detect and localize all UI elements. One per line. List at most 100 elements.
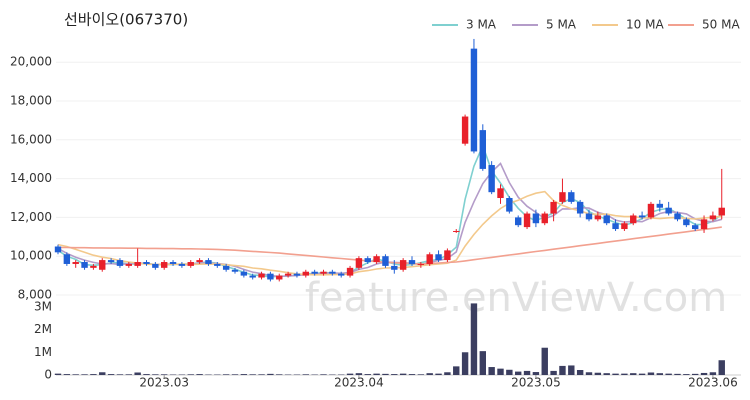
candle-body [488, 165, 495, 193]
candle-body [143, 262, 150, 264]
volume-bar [125, 374, 132, 375]
y-tick-label: 8,000 [18, 288, 52, 302]
candle-body [107, 260, 115, 263]
candle-body [311, 271, 318, 274]
volume-bar [231, 374, 239, 375]
y-tick-label: 0 [44, 368, 52, 382]
volume-bar [665, 373, 672, 375]
candle-body [382, 256, 389, 266]
candle-body [116, 260, 124, 266]
candle-body [364, 258, 371, 263]
candle-body [692, 225, 699, 230]
volume-bar [222, 374, 230, 375]
x-tick-label: 2023.03 [139, 376, 189, 390]
y-tick-label: 18,000 [10, 94, 52, 108]
y-tick-label: 10,000 [10, 249, 52, 263]
candle-body [355, 258, 363, 268]
volume-bar [674, 373, 681, 375]
candle-body [594, 215, 602, 220]
candle-body [90, 265, 97, 268]
candle-body [302, 271, 309, 276]
candle-body [373, 256, 380, 263]
candle-body [700, 219, 708, 230]
candle-body [169, 262, 177, 264]
candle-body [550, 201, 557, 214]
y-tick-label: 12,000 [10, 210, 52, 224]
volume-bar [683, 374, 690, 375]
volume-bar [258, 374, 265, 375]
volume-bar [116, 374, 124, 375]
volume-bar [196, 374, 203, 375]
candle-body [152, 263, 159, 268]
y-tick-label: 20,000 [10, 55, 52, 69]
volume-bar [621, 373, 628, 375]
volume-bar [506, 369, 513, 375]
watermark: feature.enViewV.com [305, 275, 727, 321]
volume-bar [152, 374, 159, 375]
candle-body [426, 254, 433, 264]
candle-body [479, 130, 486, 169]
volume-bar [647, 372, 655, 375]
volume-bar [107, 374, 115, 375]
candle-body [284, 273, 292, 276]
candle-body [134, 262, 141, 266]
x-tick-label: 2023.06 [688, 376, 738, 390]
volume-bar [470, 303, 478, 375]
candle-body [125, 263, 132, 266]
volume-bar [709, 372, 717, 375]
volume-bar [435, 373, 442, 375]
volume-bar [90, 374, 97, 375]
volume-bar [479, 351, 486, 375]
y-tick-label: 1M [34, 345, 52, 359]
volume-bar [72, 374, 79, 375]
candle-body [630, 215, 637, 224]
candle-body [222, 265, 230, 270]
candle-body [329, 271, 336, 274]
candle-body [240, 271, 248, 276]
candle-body [444, 250, 451, 261]
candle-body [231, 269, 239, 272]
candle-body [267, 273, 274, 280]
volume-bar [444, 372, 451, 375]
candle-body [435, 254, 442, 261]
candle-body [453, 230, 460, 232]
candle-body [674, 213, 681, 220]
candle-body [683, 219, 690, 226]
y-tick-label: 14,000 [10, 171, 52, 185]
volume-bar [550, 370, 557, 375]
volume-bar [63, 374, 71, 375]
candle-body [515, 217, 522, 226]
ma-line [57, 190, 722, 276]
ma-line [57, 162, 723, 278]
volume-bar [54, 373, 62, 375]
volume-bar [302, 374, 309, 375]
candle-body [461, 116, 469, 144]
candle-body [638, 215, 646, 218]
volume-bar [612, 373, 619, 375]
candle-body [249, 275, 256, 278]
candle-body [417, 263, 425, 265]
volume-bar [364, 374, 371, 375]
volume-bar [541, 347, 548, 375]
candle-body [54, 246, 62, 253]
candle-body [470, 48, 478, 152]
candle-body [585, 213, 593, 220]
candle-body [523, 213, 531, 228]
y-tick-label: 3M [34, 299, 52, 313]
candle-body [346, 267, 354, 276]
legend-label: 3 MA [466, 18, 497, 32]
volume-bar [656, 373, 663, 375]
volume-bar [630, 373, 637, 375]
candle-body [178, 263, 186, 266]
volume-bar [576, 370, 584, 375]
volume-bar [426, 373, 433, 375]
volume-bar [417, 374, 425, 375]
candle-body [541, 213, 548, 224]
candle-body [81, 262, 88, 268]
candle-body [612, 223, 619, 230]
chart-title: 선바이오(067370) [64, 11, 188, 29]
legend-label: 10 MA [626, 18, 664, 32]
volume-bar [568, 365, 575, 375]
candle-body [656, 203, 663, 208]
